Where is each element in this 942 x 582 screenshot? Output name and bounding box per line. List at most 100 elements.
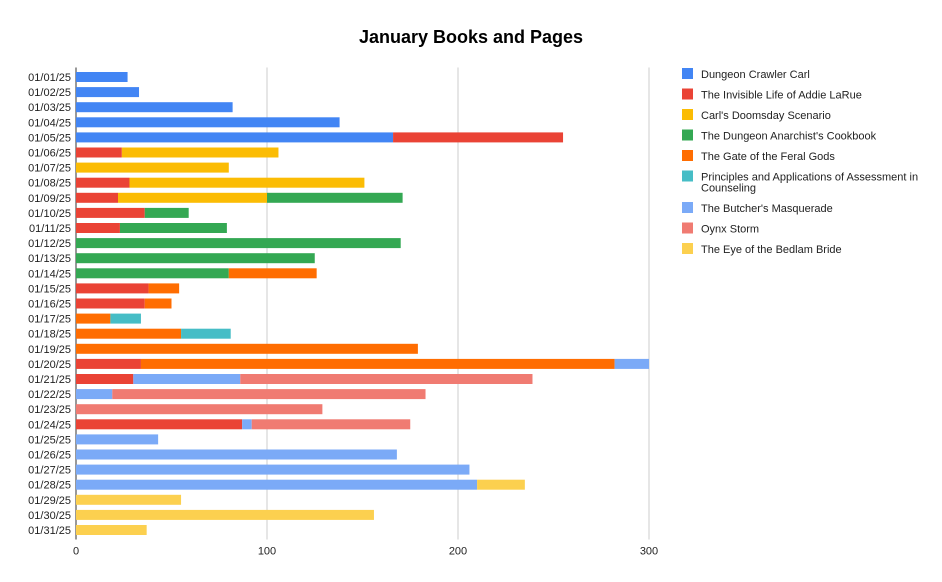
bar-segment [76,525,147,535]
legend-item: Principles and Applications of Assessmen… [682,170,918,195]
bar-segment [144,207,189,218]
legend-swatch [682,170,693,182]
bar-segment [251,419,411,430]
bar-segment [129,177,365,188]
y-tick-label: 01/31/25 [28,525,71,537]
y-tick-label: 01/28/25 [28,480,71,492]
legend-label: The Gate of the Feral Gods [701,151,835,163]
bar-segment [76,419,243,430]
bar-segment [76,509,374,520]
y-tick-label: 01/25/25 [28,434,71,446]
legend-item: The Dungeon Anarchist's Cookbook [682,129,877,143]
legend-item: The Butcher's Masquerade [682,202,833,215]
bar-segment [76,449,397,460]
bar-segment [76,147,122,158]
legend-swatch [682,68,693,79]
y-tick-label: 01/09/25 [28,193,71,205]
legend-label: Carl's Doomsday Scenario [701,110,831,122]
bar-segment [76,434,159,445]
y-tick-label: 01/15/25 [28,283,71,295]
bar-segment [76,464,470,475]
bar-segment [76,192,119,203]
bar-segment [121,147,279,158]
bar-segment [76,328,182,339]
y-tick-label: 01/22/25 [28,389,71,401]
bar-segment [119,223,227,233]
legend-item: The Invisible Life of Addie LaRue [682,88,862,102]
y-tick-label: 01/24/25 [28,419,71,431]
bar-segment [76,238,401,249]
bar-segment [76,283,149,294]
y-tick-label: 01/23/25 [28,404,71,416]
bar-segment [393,132,564,143]
y-tick-label: 01/02/25 [28,87,71,99]
bar-segment [240,374,533,384]
bar-segment [76,343,418,354]
legend-swatch [682,150,693,161]
y-tick-label: 01/20/25 [28,359,71,371]
legend-label: The Invisible Life of Addie LaRue [701,90,862,102]
bar-segment [76,268,229,279]
bar-segment [76,479,478,490]
legend-label: Oynx Storm [701,224,759,236]
y-tick-label: 01/04/25 [28,117,71,129]
bar-segment [76,207,145,218]
x-tick-label: 200 [449,546,467,558]
x-tick-label: 0 [73,546,79,558]
y-tick-labels: 01/01/25 01/02/25 01/03/25 01/04/25 01/05/25… [28,72,71,537]
legend-swatch [682,222,693,234]
y-tick-label: 01/18/25 [28,329,71,341]
bar-segment [112,389,426,400]
bar-segment [76,223,120,233]
bar-segment [76,253,315,264]
bar-segment [140,358,615,369]
legend: Dungeon Crawler Carl The Invisible Life o… [682,68,918,256]
x-tick-label: 300 [640,546,658,558]
y-tick-label: 01/19/25 [28,344,71,356]
y-tick-label: 01/14/25 [28,268,71,280]
y-tick-label: 01/16/25 [28,299,71,311]
bar-segment [76,117,340,128]
y-tick-label: 01/13/25 [28,253,71,265]
bar-segment [76,374,134,384]
x-tick-labels: 0 100 200 300 [73,546,658,558]
bars [76,72,649,535]
legend-label: Dungeon Crawler Carl [701,69,810,81]
y-tick-label: 01/08/25 [28,178,71,190]
bar-segment [76,87,140,98]
y-tick-label: 01/03/25 [28,102,71,114]
legend-swatch [682,109,693,120]
bar-segment [76,298,145,309]
y-tick-label: 01/06/25 [28,148,71,160]
bar-segment [614,358,649,369]
bar-segment [76,102,233,113]
bar-segment [76,389,113,400]
bar-segment [76,132,394,143]
legend-item: The Eye of the Bedlam Bride [682,243,842,256]
bar-segment [118,192,268,203]
legend-item: Dungeon Crawler Carl [682,68,810,81]
legend-label: Principles and Applications of Assessmen… [701,172,918,195]
legend-swatch [682,88,693,100]
y-tick-label: 01/21/25 [28,374,71,386]
bar-segment [76,313,111,324]
bar-segment [228,268,317,279]
bar-segment [76,494,182,505]
bar-segment [144,298,172,309]
bar-segment [76,404,323,415]
bar-segment [76,162,229,173]
y-tick-label: 01/10/25 [28,208,71,220]
legend-label: The Dungeon Anarchist's Cookbook [701,131,877,143]
y-tick-label: 01/17/25 [28,314,71,326]
y-tick-label: 01/27/25 [28,465,71,477]
bar-segment [76,177,130,188]
legend-swatch [682,129,693,141]
y-tick-label: 01/11/25 [29,223,71,235]
bar-segment [133,374,241,384]
legend-label: The Butcher's Masquerade [701,203,833,215]
legend-item: The Gate of the Feral Gods [682,150,835,163]
bar-segment [477,479,525,490]
y-tick-label: 01/12/25 [28,238,71,250]
bar-segment [148,283,180,294]
